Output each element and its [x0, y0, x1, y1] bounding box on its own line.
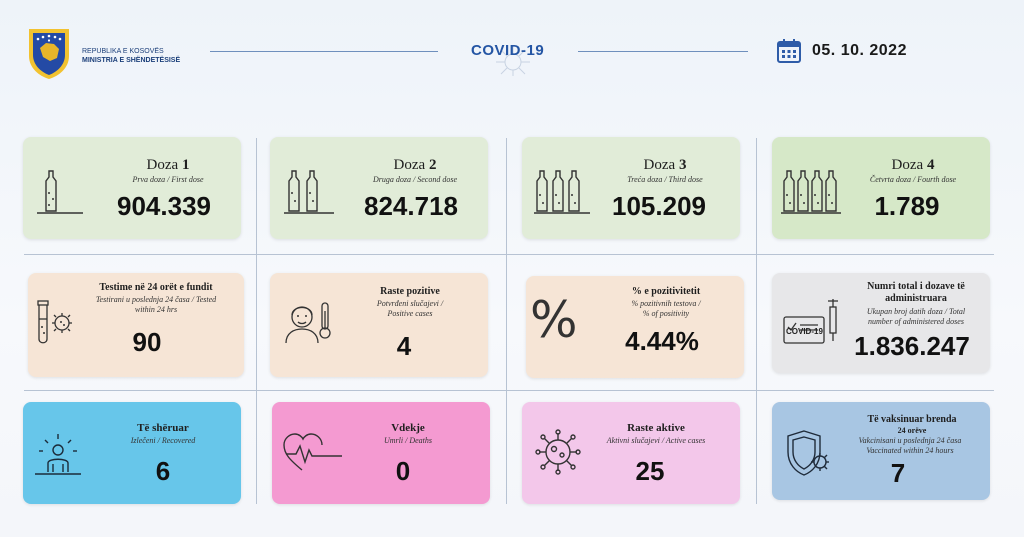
- ministry-line1: REPUBLIKA E KOSOVËS: [82, 48, 164, 55]
- dose-title-word: Doza: [393, 157, 426, 173]
- active-subtitle: Aktivni slučajevi / Active cases: [606, 436, 706, 445]
- positivity-value: 4.44%: [625, 326, 699, 356]
- total-doses-title-line1: Numri total i dozave të: [867, 281, 965, 292]
- dose-title-number: 1: [181, 157, 190, 173]
- dose-title-word: Doza: [146, 157, 179, 173]
- test-tube-virus-icon: [37, 300, 72, 344]
- vial-icon: [37, 170, 83, 214]
- header-divider-right: [578, 51, 748, 52]
- dose-title-word: Doza: [643, 157, 676, 173]
- positivity-subtitle-line2: % of positivity: [642, 309, 690, 318]
- total-doses-card: COVID-19 Numri total i dozave të adminis…: [772, 273, 990, 373]
- covid-badge: COVID-19: [786, 327, 823, 336]
- dose-title-number: 2: [428, 157, 437, 173]
- positive-subtitle: Potvrđeni slučajevi / Positive cases: [340, 299, 480, 319]
- column-divider: [506, 138, 507, 504]
- dose-4-subtitle: Četvrta doza / Fourth dose: [869, 175, 957, 184]
- dose-1-title: Doza 1: [113, 157, 223, 174]
- total-doses-value: 1.836.247: [854, 331, 970, 361]
- dose-2-card: Doza 2 Druga doza / Second dose 824.718: [270, 137, 488, 239]
- positivity-card: % % e pozitivitetit % pozitivnih testova…: [526, 276, 744, 378]
- deaths-title: Vdekje: [391, 422, 425, 434]
- vaccinated-title-line1: Të vaksinuar brenda: [867, 414, 957, 425]
- ministry-name: REPUBLIKA E KOSOVËS MINISTRIA E SHËNDETË…: [82, 47, 180, 65]
- percent-icon: %: [530, 291, 578, 349]
- column-divider: [256, 138, 257, 504]
- positive-subtitle-line1: Potvrđeni slučajevi /: [376, 299, 444, 308]
- dose-4-title: Doza 4: [858, 157, 968, 174]
- dose-3-card: Doza 3 Treća doza / Third dose 105.209: [522, 137, 740, 239]
- positivity-subtitle: % pozitivnih testova / % of positivity: [596, 299, 736, 319]
- dose-4-card: Doza 4 Četvrta doza / Fourth dose 1.789: [772, 137, 990, 239]
- vaccination-certificate-syringe-icon: [783, 299, 838, 344]
- virus-decoration-icon: [496, 46, 530, 76]
- vaccinated-subtitle-line2: Vaccinated within 24 hours: [866, 446, 954, 455]
- active-cases-card: Raste aktive Aktivni slučajevi / Active …: [522, 402, 740, 504]
- four-vials-icon: [781, 170, 841, 214]
- recovered-value: 6: [155, 456, 171, 486]
- positivity-subtitle-line1: % pozitivnih testova /: [631, 299, 701, 308]
- deaths-card: Vdekje Umrli / Deaths 0: [272, 402, 490, 504]
- positive-title: Raste pozitive: [380, 286, 440, 297]
- active-title: Raste aktive: [627, 422, 685, 434]
- total-doses-subtitle: Ukupan broj datih doza / Total number of…: [846, 307, 986, 327]
- dose-1-value: 904.339: [117, 191, 211, 221]
- positivity-title: % e pozitivitetit: [631, 286, 701, 297]
- row-divider: [24, 390, 994, 391]
- three-vials-icon: [534, 170, 590, 214]
- dose-4-value: 1.789: [874, 191, 940, 221]
- total-doses-subtitle-line2: number of administered doses: [868, 317, 964, 326]
- total-doses-title: Numri total i dozave të administruara: [846, 281, 986, 305]
- dose-3-subtitle: Treća doza / Third dose: [627, 175, 703, 184]
- dose-3-title: Doza 3: [610, 157, 720, 174]
- tests-subtitle-line2: within 24 hrs: [134, 305, 178, 314]
- total-doses-title-line2: administruara: [885, 293, 947, 304]
- recovered-title: Të shëruar: [137, 422, 189, 434]
- recovered-card: Të shëruar Izlečeni / Recovered 6: [23, 402, 241, 504]
- dose-2-title: Doza 2: [360, 157, 470, 174]
- total-doses-subtitle-line1: Ukupan broj datih doza / Total: [866, 307, 966, 316]
- tests-subtitle: Testirani u poslednja 24 časa / Tested w…: [72, 295, 240, 315]
- deaths-value: 0: [395, 456, 411, 486]
- dose-2-subtitle: Druga doza / Second dose: [373, 175, 457, 184]
- vaccinated-title: Të vaksinuar brenda 24 orëve: [842, 414, 982, 436]
- deaths-subtitle: Umrli / Deaths: [384, 436, 432, 445]
- positive-subtitle-line2: Positive cases: [387, 309, 433, 318]
- dose-title-number: 3: [678, 157, 687, 173]
- active-value: 25: [635, 456, 665, 486]
- heartbeat-icon: [283, 433, 342, 471]
- header-divider-left: [210, 51, 438, 52]
- ministry-line2: MINISTRIA E SHËNDETËSISË: [82, 57, 181, 64]
- dose-title-number: 4: [926, 157, 935, 173]
- positive-cases-card: Raste pozitive Potvrđeni slučajevi / Pos…: [270, 273, 488, 377]
- vaccinated-subtitle-line1: Vakcinisani u poslednja 24 časa: [858, 436, 962, 445]
- dose-1-card: Doza 1 Prva doza / First dose 904.339: [23, 137, 241, 239]
- calendar-icon: [777, 39, 801, 63]
- virus-icon: [535, 429, 581, 475]
- dose-title-word: Doza: [891, 157, 924, 173]
- recovered-subtitle: Izlečeni / Recovered: [130, 436, 196, 445]
- column-divider: [756, 138, 757, 504]
- sick-person-thermometer-icon: [285, 302, 331, 344]
- tests-card: Testime në 24 orët e fundit Testirani u …: [28, 273, 244, 377]
- vaccinated-value: 7: [890, 458, 906, 488]
- tests-subtitle-line1: Testirani u poslednja 24 časa / Tested: [95, 295, 217, 304]
- tests-title: Testime në 24 orët e fundit: [99, 282, 213, 293]
- tests-value: 90: [132, 327, 162, 357]
- vaccinated-24h-card: Të vaksinuar brenda 24 orëve Vakcinisani…: [772, 402, 990, 500]
- dose-2-value: 824.718: [364, 191, 458, 221]
- two-vials-icon: [284, 170, 334, 214]
- coat-of-arms-icon: [29, 29, 69, 79]
- dose-1-subtitle: Prva doza / First dose: [132, 175, 204, 184]
- vaccinated-subtitle: Vakcinisani u poslednja 24 časa Vaccinat…: [832, 436, 988, 456]
- positive-value: 4: [396, 331, 412, 361]
- covid-title: COVID-19: [471, 42, 545, 59]
- recovered-person-icon: [35, 434, 81, 475]
- row-divider: [24, 254, 994, 255]
- dose-3-value: 105.209: [612, 191, 706, 221]
- shield-virus-icon: [787, 430, 829, 476]
- vaccinated-title-line2: 24 orëve: [897, 426, 927, 435]
- report-date: 05. 10. 2022: [812, 42, 907, 59]
